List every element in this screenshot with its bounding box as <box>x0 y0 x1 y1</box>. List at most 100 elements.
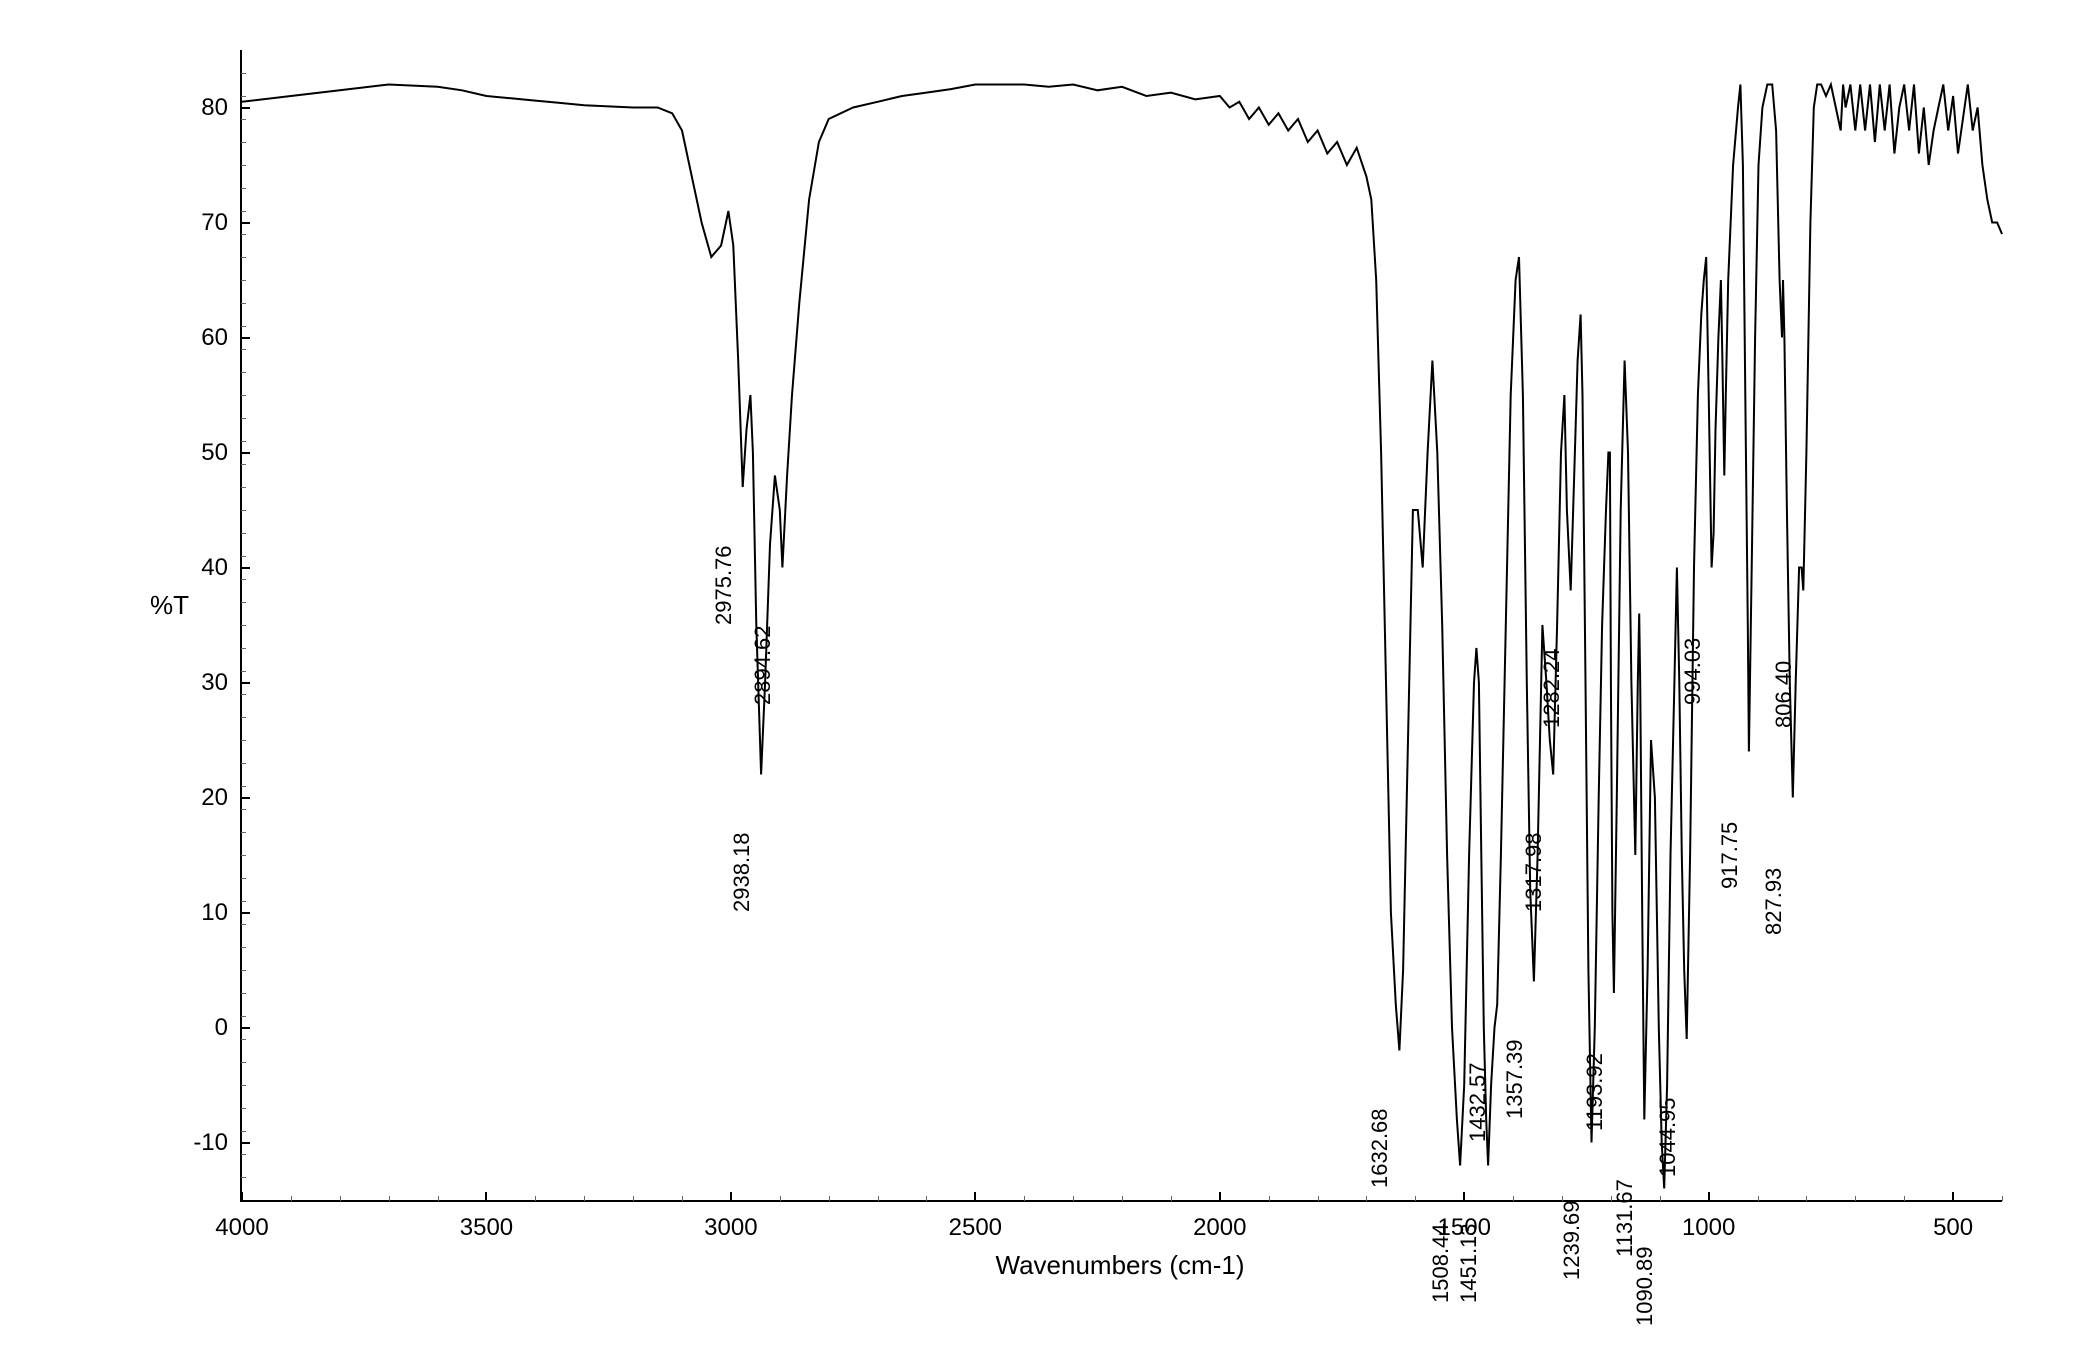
y-minor-tick <box>241 165 246 166</box>
peak-label: 1432.57 <box>1465 1062 1491 1142</box>
y-minor-tick <box>241 1108 246 1109</box>
y-tick-label: 0 <box>215 1014 242 1042</box>
y-minor-tick <box>241 1154 246 1155</box>
peak-label: 806.40 <box>1771 661 1797 728</box>
x-minor-tick <box>926 1196 927 1201</box>
y-minor-tick <box>241 464 246 465</box>
y-minor-tick <box>241 418 246 419</box>
y-minor-tick <box>241 832 246 833</box>
y-minor-tick <box>241 211 246 212</box>
y-minor-tick <box>241 556 246 557</box>
y-minor-tick <box>241 786 246 787</box>
x-minor-tick <box>340 1196 341 1201</box>
y-minor-tick <box>241 280 246 281</box>
ir-spectrum-figure: %T 80706050403020100-1040003500300025002… <box>0 0 2088 1370</box>
peak-label: 1508.44 <box>1428 1223 1454 1303</box>
peak-label: 917.75 <box>1717 822 1743 889</box>
x-tick-label: 3500 <box>460 1200 513 1242</box>
x-minor-tick <box>1660 1196 1661 1201</box>
x-tick-label: 4000 <box>215 1200 268 1242</box>
y-minor-tick <box>241 510 246 511</box>
peak-label: 1282.24 <box>1539 648 1565 728</box>
x-minor-tick <box>1366 1196 1367 1201</box>
x-minor-tick <box>1024 1196 1025 1201</box>
y-minor-tick <box>241 694 246 695</box>
x-minor-tick <box>1855 1196 1856 1201</box>
x-minor-tick <box>2002 1196 2003 1201</box>
y-minor-tick <box>241 901 246 902</box>
x-minor-tick <box>682 1196 683 1201</box>
y-minor-tick <box>241 671 246 672</box>
y-minor-tick <box>241 349 246 350</box>
y-minor-tick <box>241 602 246 603</box>
y-minor-tick <box>241 441 246 442</box>
y-minor-tick <box>241 533 246 534</box>
peak-label: 1451.13 <box>1456 1223 1482 1303</box>
y-minor-tick <box>241 395 246 396</box>
x-minor-tick <box>1415 1196 1416 1201</box>
y-minor-tick <box>241 1039 246 1040</box>
x-minor-tick <box>1758 1196 1759 1201</box>
x-axis-label: Wavenumbers (cm-1) <box>980 1250 1260 1281</box>
y-minor-tick <box>241 188 246 189</box>
x-tick-label: 2500 <box>949 1200 1002 1242</box>
y-minor-tick <box>241 717 246 718</box>
y-minor-tick <box>241 878 246 879</box>
y-minor-tick <box>241 372 246 373</box>
x-minor-tick <box>1318 1196 1319 1201</box>
y-minor-tick <box>241 1062 246 1063</box>
x-minor-tick <box>535 1196 536 1201</box>
x-minor-tick <box>1171 1196 1172 1201</box>
peak-label: 1317.98 <box>1521 832 1547 912</box>
y-tick-label: 50 <box>201 439 242 467</box>
y-minor-tick <box>241 648 246 649</box>
y-axis-label: %T <box>150 590 189 621</box>
y-minor-tick <box>241 487 246 488</box>
y-tick-label: 30 <box>201 669 242 697</box>
peak-label: 2894.62 <box>750 625 776 705</box>
x-minor-tick <box>1122 1196 1123 1201</box>
peak-label: 1632.68 <box>1367 1108 1393 1188</box>
y-tick-label: 20 <box>201 784 242 812</box>
y-minor-tick <box>241 579 246 580</box>
peak-label: 2975.76 <box>711 545 737 625</box>
y-minor-tick <box>241 740 246 741</box>
y-minor-tick <box>241 1016 246 1017</box>
x-tick-label: 500 <box>1933 1200 1973 1242</box>
x-minor-tick <box>1904 1196 1905 1201</box>
y-minor-tick <box>241 257 246 258</box>
plot-area: 80706050403020100-1040003500300025002000… <box>240 50 2002 1202</box>
peak-label: 1239.69 <box>1559 1200 1585 1280</box>
y-minor-tick <box>241 73 246 74</box>
y-minor-tick <box>241 947 246 948</box>
x-minor-tick <box>1513 1196 1514 1201</box>
x-minor-tick <box>1806 1196 1807 1201</box>
y-minor-tick <box>241 1177 246 1178</box>
peak-label: 1090.89 <box>1632 1246 1658 1326</box>
peak-label: 1193.92 <box>1582 1053 1608 1131</box>
x-minor-tick <box>389 1196 390 1201</box>
y-tick-label: 40 <box>201 554 242 582</box>
x-minor-tick <box>780 1196 781 1201</box>
peak-label: 1131.67 <box>1612 1179 1638 1257</box>
y-minor-tick <box>241 119 246 120</box>
y-tick-label: 60 <box>201 324 242 352</box>
y-minor-tick <box>241 303 246 304</box>
x-minor-tick <box>1073 1196 1074 1201</box>
y-minor-tick <box>241 993 246 994</box>
y-minor-tick <box>241 234 246 235</box>
y-minor-tick <box>241 1131 246 1132</box>
y-tick-label: -10 <box>193 1129 242 1157</box>
y-minor-tick <box>241 855 246 856</box>
y-tick-label: 10 <box>201 899 242 927</box>
x-tick-label: 2000 <box>1193 1200 1246 1242</box>
x-tick-label: 1000 <box>1682 1200 1735 1242</box>
peak-label: 2938.18 <box>729 832 755 912</box>
y-tick-label: 70 <box>201 209 242 237</box>
y-minor-tick <box>241 924 246 925</box>
x-minor-tick <box>438 1196 439 1201</box>
y-tick-label: 80 <box>201 94 242 122</box>
y-minor-tick <box>241 809 246 810</box>
y-minor-tick <box>241 970 246 971</box>
x-minor-tick <box>878 1196 879 1201</box>
